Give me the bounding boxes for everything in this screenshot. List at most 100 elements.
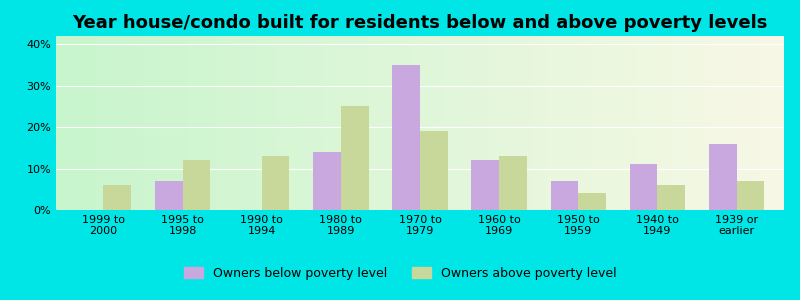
Bar [253,36,258,210]
Bar [762,36,767,210]
Bar [209,36,214,210]
Bar [566,36,570,210]
Bar [100,36,105,210]
Bar [394,36,400,210]
Bar [499,156,527,210]
Bar [103,36,109,210]
Bar [733,36,738,210]
Bar [392,65,420,210]
Bar [730,36,734,210]
Bar [522,36,527,210]
Bar [230,36,236,210]
Bar [136,36,141,210]
Bar [256,36,262,210]
Bar [326,36,330,210]
Bar [180,36,185,210]
Bar [577,36,582,210]
Bar [664,36,669,210]
Bar [260,36,265,210]
Bar [289,36,294,210]
Bar [709,144,737,210]
Bar [413,36,418,210]
Bar [653,36,658,210]
Bar [482,36,487,210]
Bar [697,36,702,210]
Bar [173,36,178,210]
Bar [78,36,83,210]
Bar [660,36,666,210]
Bar [140,36,145,210]
Bar [420,36,425,210]
Bar [354,36,359,210]
Bar [573,36,578,210]
Bar [366,36,370,210]
Bar [627,36,633,210]
Bar [658,185,685,210]
Bar [293,36,298,210]
Bar [464,36,469,210]
Bar [570,36,574,210]
Bar [704,36,709,210]
Bar [314,36,319,210]
Bar [747,36,753,210]
Bar [456,36,462,210]
Bar [313,152,341,210]
Bar [700,36,706,210]
Bar [125,36,130,210]
Bar [85,36,90,210]
Bar [166,36,170,210]
Bar [89,36,94,210]
Bar [82,36,86,210]
Bar [634,36,640,210]
Bar [242,36,246,210]
Bar [504,36,509,210]
Bar [194,36,199,210]
Bar [406,36,410,210]
Bar [474,36,480,210]
Bar [547,36,553,210]
Bar [74,36,79,210]
Bar [431,36,436,210]
Bar [114,36,119,210]
Bar [274,36,279,210]
Bar [471,160,499,210]
Bar [263,36,269,210]
Bar [438,36,443,210]
Bar [307,36,312,210]
Bar [657,36,662,210]
Bar [551,36,556,210]
Bar [715,36,720,210]
Bar [143,36,149,210]
Bar [606,36,610,210]
Bar [638,36,643,210]
Bar [358,36,363,210]
Bar [373,36,378,210]
Bar [737,181,764,210]
Bar [471,36,476,210]
Bar [773,36,778,210]
Bar [591,36,596,210]
Bar [686,36,691,210]
Bar [103,185,131,210]
Bar [278,36,283,210]
Bar [544,36,549,210]
Bar [409,36,414,210]
Bar [500,36,505,210]
Bar [610,36,614,210]
Bar [533,36,538,210]
Bar [318,36,323,210]
Bar [518,36,523,210]
Bar [416,36,422,210]
Bar [617,36,622,210]
Bar [526,36,530,210]
Bar [296,36,302,210]
Bar [282,36,286,210]
Bar [340,36,345,210]
Bar [424,36,429,210]
Bar [110,36,116,210]
Bar [602,36,607,210]
Bar [333,36,338,210]
Bar [758,36,764,210]
Bar [630,164,658,210]
Bar [690,36,694,210]
